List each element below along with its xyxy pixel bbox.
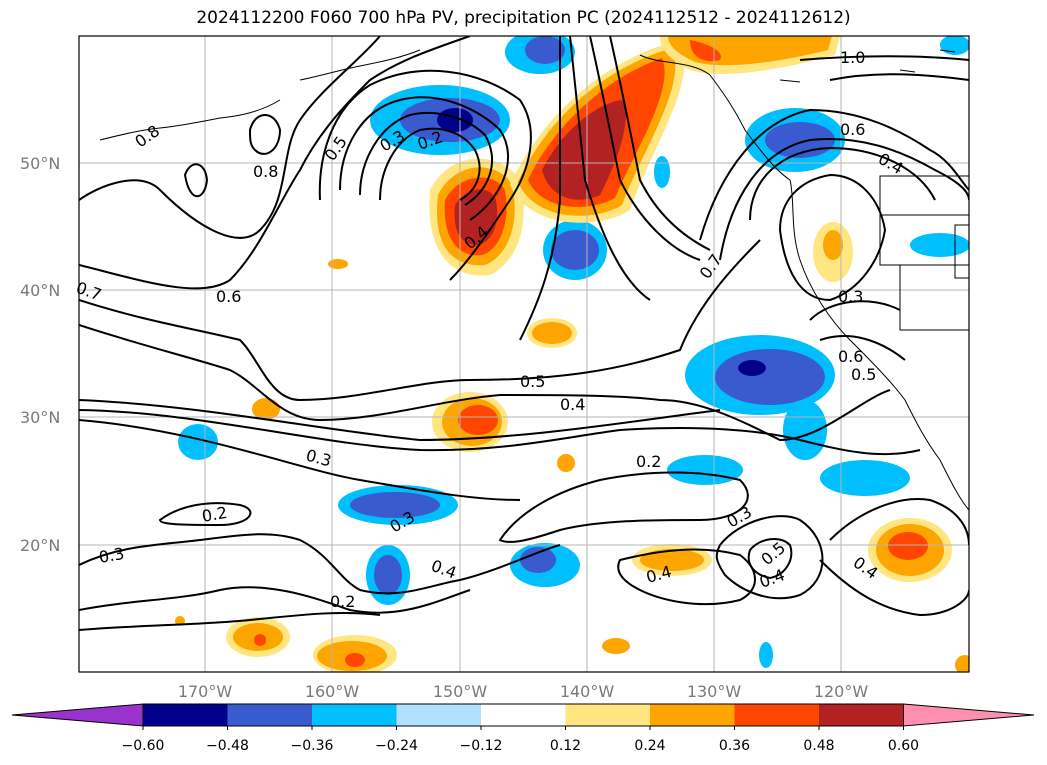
contour-label: 0.3 <box>97 544 125 567</box>
colorbar: −0.60 −0.48 −0.36 −0.24 −0.12 0.12 0.24 0.36 0.4… <box>11 703 1035 754</box>
lat-label: 30°N <box>20 408 60 427</box>
colorbar-segment <box>819 704 904 726</box>
lat-label: 40°N <box>20 281 60 300</box>
colorbar-tick-label: 0.48 <box>803 738 834 754</box>
coastlines <box>99 49 969 511</box>
colorbar-tick-label: −0.12 <box>460 738 503 754</box>
lon-label: 170°W <box>178 682 233 701</box>
colorbar-extend-high <box>903 703 1035 727</box>
lon-label: 160°W <box>305 682 360 701</box>
colorbar-tick-label: 0.60 <box>888 738 919 754</box>
contour-label: 0.2 <box>636 452 661 471</box>
contour-label: 0.6 <box>216 287 241 306</box>
colorbar-segment <box>227 704 312 726</box>
contour-label: 0.5 <box>851 365 876 384</box>
colorbar-segment <box>143 704 228 726</box>
lat-label: 20°N <box>20 536 60 555</box>
shaded-precip-layer <box>175 36 969 672</box>
contour-label: 0.3 <box>838 287 863 306</box>
colorbar-segment <box>565 704 650 726</box>
map-title: 2024112200 F060 700 hPa PV, precipitatio… <box>196 8 851 28</box>
colorbar-segment <box>734 704 819 726</box>
contour-label: 0.2 <box>200 503 228 526</box>
colorbar-tick-label: −0.48 <box>206 738 249 754</box>
colorbar-segment <box>481 704 566 726</box>
contour-label: 0.4 <box>560 395 585 414</box>
lon-label: 130°W <box>687 682 742 701</box>
contour-label: 0.6 <box>838 347 863 366</box>
colorbar-segment <box>650 704 735 726</box>
colorbar-tick-label: −0.60 <box>122 738 165 754</box>
lon-label: 140°W <box>560 682 615 701</box>
contour-label: 0.6 <box>840 120 865 139</box>
contour-label: 0.2 <box>330 592 355 611</box>
contour-label: 1.0 <box>840 48 865 67</box>
colorbar-extend-low <box>11 703 144 727</box>
plot-frame <box>78 35 970 673</box>
contour-label: 0.8 <box>253 162 278 181</box>
colorbar-tick-label: −0.36 <box>291 738 334 754</box>
colorbar-border <box>142 703 904 727</box>
contour-label: 0.5 <box>520 372 545 391</box>
colorbar-segment <box>312 704 397 726</box>
colorbar-segment <box>396 704 481 726</box>
colorbar-tick-label: 0.36 <box>719 738 750 754</box>
colorbar-tick-label: 0.12 <box>550 738 581 754</box>
lon-label: 120°W <box>814 682 869 701</box>
colorbar-tick-label: −0.24 <box>375 738 418 754</box>
colorbar-tick-label: 0.24 <box>634 738 665 754</box>
pv-contours <box>79 36 969 631</box>
graticule <box>79 36 969 672</box>
lat-label: 50°N <box>20 154 60 173</box>
lon-label: 150°W <box>433 682 488 701</box>
